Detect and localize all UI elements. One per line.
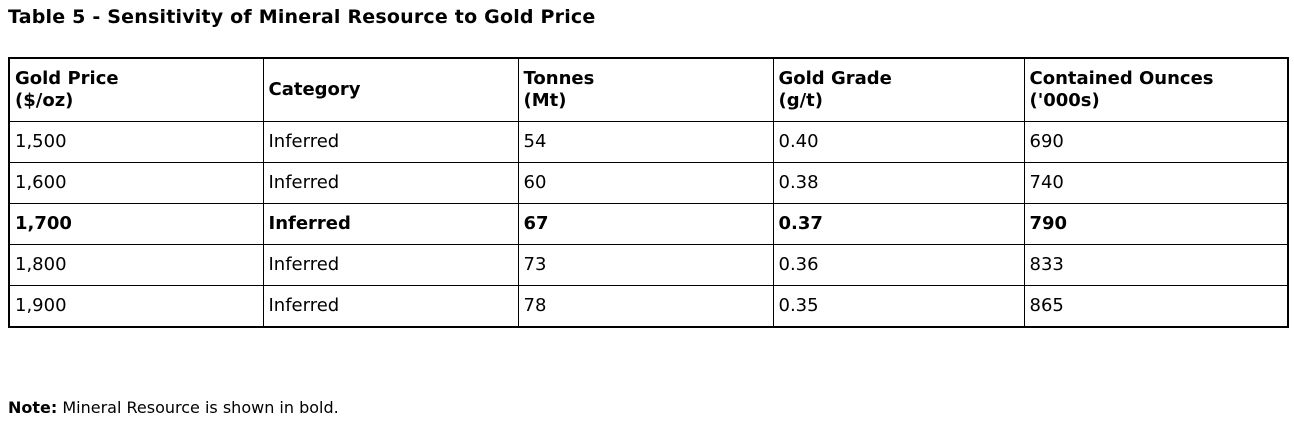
header-gold-price: Gold Price ($/oz) xyxy=(8,57,264,122)
cell-gold-grade: 0.38 xyxy=(772,162,1025,204)
header-tonnes: Tonnes (Mt) xyxy=(517,57,774,122)
sensitivity-table: Gold Price ($/oz) Category Tonnes (Mt) G… xyxy=(8,57,1289,328)
table-row-mineral-resource: 1,700 Inferred 67 0.37 790 xyxy=(8,203,1289,245)
cell-gold-grade: 0.35 xyxy=(772,285,1025,328)
footnote: Note: Mineral Resource is shown in bold. xyxy=(8,398,339,417)
cell-category: Inferred xyxy=(262,244,519,286)
header-gold-grade: Gold Grade (g/t) xyxy=(772,57,1025,122)
cell-contained-ounces: 790 xyxy=(1023,203,1289,245)
cell-tonnes: 67 xyxy=(517,203,774,245)
footnote-label: Note: xyxy=(8,398,58,417)
cell-contained-ounces: 690 xyxy=(1023,121,1289,163)
table-row: 1,600 Inferred 60 0.38 740 xyxy=(8,162,1289,204)
table-row: 1,500 Inferred 54 0.40 690 xyxy=(8,121,1289,163)
cell-category: Inferred xyxy=(262,121,519,163)
cell-category: Inferred xyxy=(262,285,519,328)
cell-gold-grade: 0.37 xyxy=(772,203,1025,245)
table-title: Table 5 - Sensitivity of Mineral Resourc… xyxy=(8,6,596,28)
cell-category: Inferred xyxy=(262,162,519,204)
cell-gold-price: 1,700 xyxy=(8,203,264,245)
cell-tonnes: 60 xyxy=(517,162,774,204)
table-row: 1,900 Inferred 78 0.35 865 xyxy=(8,285,1289,328)
table-header: Gold Price ($/oz) Category Tonnes (Mt) G… xyxy=(8,57,1289,122)
cell-gold-grade: 0.36 xyxy=(772,244,1025,286)
footnote-text: Mineral Resource is shown in bold. xyxy=(57,398,339,417)
cell-tonnes: 78 xyxy=(517,285,774,328)
cell-contained-ounces: 833 xyxy=(1023,244,1289,286)
header-category: Category xyxy=(262,57,519,122)
cell-tonnes: 54 xyxy=(517,121,774,163)
header-row: Gold Price ($/oz) Category Tonnes (Mt) G… xyxy=(8,57,1289,122)
cell-contained-ounces: 740 xyxy=(1023,162,1289,204)
cell-gold-grade: 0.40 xyxy=(772,121,1025,163)
cell-gold-price: 1,600 xyxy=(8,162,264,204)
cell-contained-ounces: 865 xyxy=(1023,285,1289,328)
header-contained-ounces: Contained Ounces ('000s) xyxy=(1023,57,1289,122)
cell-gold-price: 1,900 xyxy=(8,285,264,328)
cell-category: Inferred xyxy=(262,203,519,245)
cell-gold-price: 1,500 xyxy=(8,121,264,163)
table-row: 1,800 Inferred 73 0.36 833 xyxy=(8,244,1289,286)
cell-tonnes: 73 xyxy=(517,244,774,286)
table-body: 1,500 Inferred 54 0.40 690 1,600 Inferre… xyxy=(8,121,1289,328)
cell-gold-price: 1,800 xyxy=(8,244,264,286)
